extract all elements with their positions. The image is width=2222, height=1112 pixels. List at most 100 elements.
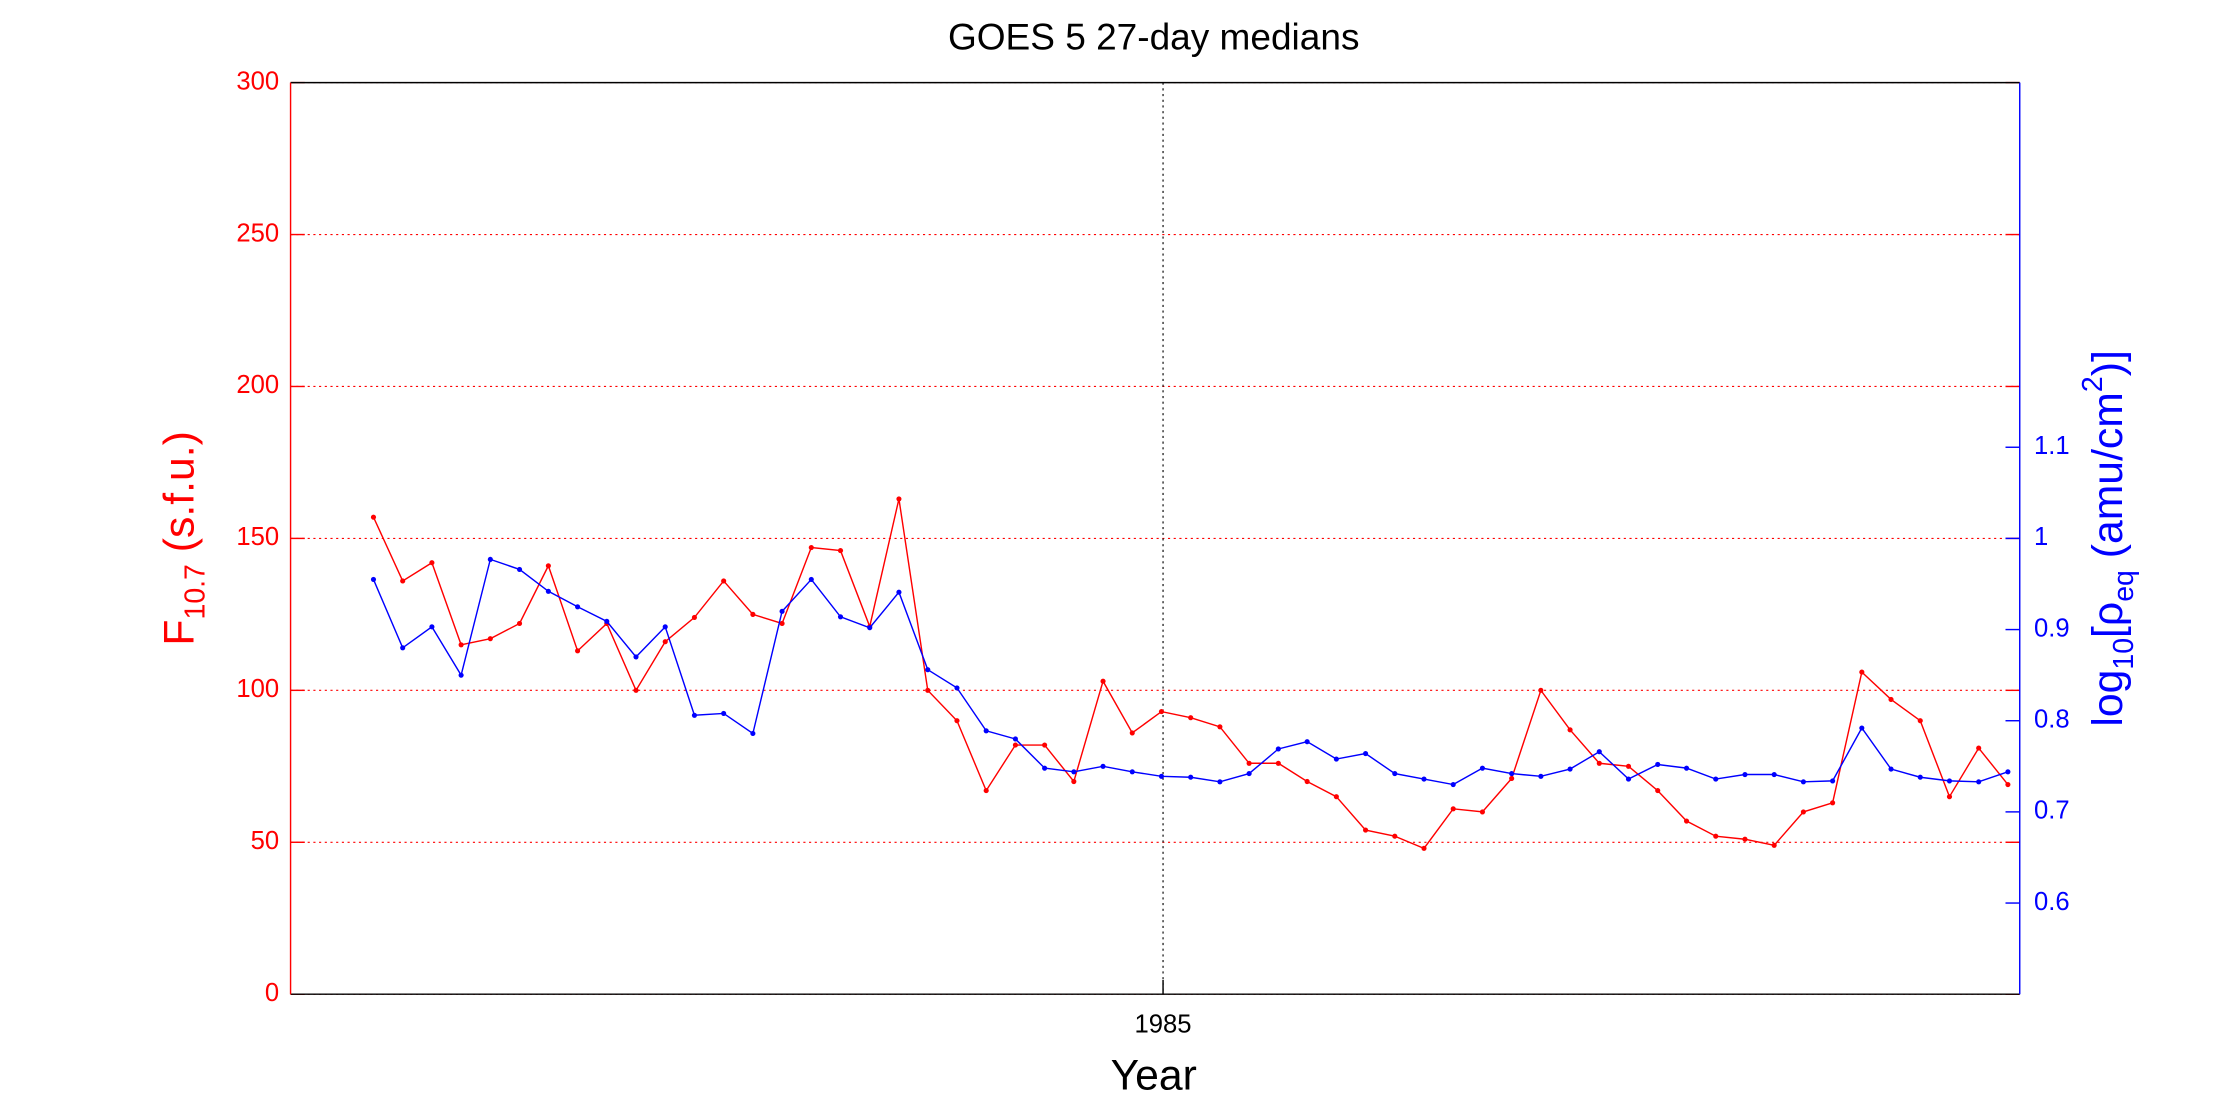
data-point — [808, 576, 814, 582]
data-point — [691, 614, 698, 620]
data-point — [1333, 794, 1339, 800]
data-point — [1567, 727, 1573, 733]
data-point — [1100, 763, 1106, 769]
data-point — [954, 685, 960, 691]
data-point — [1771, 842, 1777, 848]
y-tick-label: 100 — [236, 675, 279, 703]
data-point — [1275, 746, 1281, 752]
data-point — [1976, 779, 1982, 785]
data-point — [1071, 778, 1077, 785]
data-point — [633, 687, 639, 693]
data-point — [1363, 750, 1369, 757]
data-point — [1158, 709, 1165, 715]
data-point — [1830, 800, 1836, 806]
y2-label-part: log — [2084, 670, 2132, 727]
data-point — [1888, 696, 1894, 703]
data-point — [429, 624, 435, 630]
data-point — [575, 648, 581, 654]
y2-label-part: )] — [2084, 350, 2132, 376]
data-point — [400, 645, 406, 651]
y-tick-label: 300 — [236, 67, 279, 95]
y2-tick-label: 0.7 — [2034, 797, 2070, 825]
data-point — [925, 687, 931, 693]
data-point — [1450, 806, 1456, 812]
data-point — [1479, 809, 1485, 815]
data-point — [1363, 827, 1369, 833]
data-point — [662, 639, 668, 645]
data-point — [1859, 725, 1865, 731]
data-point — [779, 620, 785, 627]
data-point — [604, 618, 610, 624]
data-point — [1012, 736, 1018, 742]
x-axis-label: Year — [1111, 1052, 1197, 1100]
data-point — [1946, 794, 1953, 800]
data-point — [1538, 687, 1544, 693]
data-point — [1421, 845, 1427, 851]
data-point — [2005, 781, 2011, 788]
data-point — [837, 547, 844, 554]
data-point — [808, 544, 814, 551]
y-label-sub: 10.7 — [179, 564, 211, 619]
data-point — [1129, 769, 1135, 775]
data-point — [1275, 760, 1281, 766]
series-line — [372, 498, 2009, 850]
data-point — [516, 620, 523, 627]
data-point — [370, 576, 377, 582]
data-point — [1188, 774, 1194, 780]
data-point — [545, 563, 551, 569]
data-point — [1217, 779, 1223, 785]
data-point — [1450, 781, 1456, 788]
data-point — [750, 611, 756, 617]
y-axis-label: F10.7 (s.f.u.) — [156, 431, 211, 645]
data-point — [1217, 724, 1223, 730]
data-point — [1742, 836, 1748, 842]
data-point — [1683, 818, 1690, 824]
data-point — [867, 625, 873, 631]
y2-tick-label: 1 — [2034, 523, 2048, 551]
data-point — [1742, 771, 1748, 778]
data-point — [575, 604, 581, 610]
data-point — [1012, 742, 1018, 748]
data-point — [2005, 769, 2011, 775]
data-point — [1567, 766, 1573, 772]
data-point — [1830, 778, 1836, 784]
data-point — [1129, 730, 1135, 736]
data-point — [837, 614, 844, 620]
data-point — [721, 710, 727, 716]
y2-label-part: (amu/cm — [2084, 392, 2132, 570]
y-tick-label: 200 — [236, 371, 279, 399]
data-point — [1596, 749, 1602, 755]
data-point — [1771, 771, 1777, 778]
y2-tick-label: 0.9 — [2034, 614, 2070, 642]
data-point — [721, 578, 727, 584]
y2-tick-label: 0.8 — [2034, 705, 2070, 733]
y-label-part: F — [156, 620, 204, 646]
data-point — [896, 589, 902, 595]
y2-label-part: [ρ — [2084, 602, 2132, 638]
data-point — [1946, 778, 1953, 784]
data-point — [1509, 771, 1515, 777]
data-point — [487, 556, 493, 562]
data-point — [750, 730, 756, 737]
y-tick-label: 250 — [236, 219, 279, 247]
chart-title: GOES 5 27-day medians — [948, 16, 1360, 58]
y-tick-label: 0 — [265, 979, 279, 1007]
data-point — [487, 636, 493, 642]
y2-axis-label: log10[ρeq (amu/cm2)] — [2076, 350, 2139, 727]
data-point — [925, 667, 931, 673]
y2-label-sup: 2 — [2076, 376, 2108, 392]
y2-label-sub: 10 — [2108, 638, 2140, 670]
data-point — [633, 654, 639, 660]
data-point — [1071, 769, 1077, 775]
data-point — [1625, 763, 1632, 769]
data-point — [691, 712, 698, 718]
y-tick-label: 150 — [236, 523, 279, 551]
data-point — [458, 672, 464, 678]
data-point — [1655, 761, 1661, 768]
data-point — [1304, 739, 1310, 745]
data-point — [1976, 745, 1982, 751]
data-point — [516, 566, 523, 572]
data-point — [1246, 771, 1252, 777]
data-point — [1042, 742, 1048, 748]
